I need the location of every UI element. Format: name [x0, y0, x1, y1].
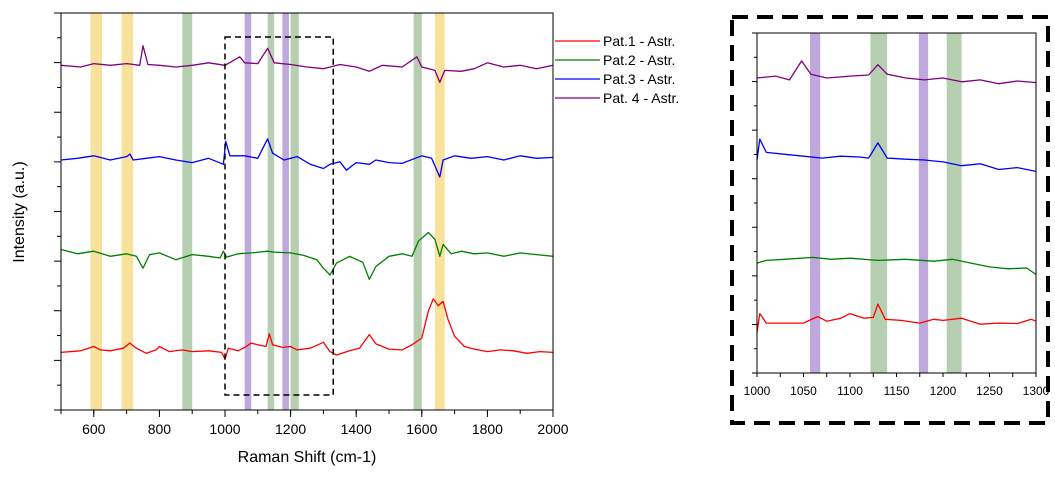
x-tick-label: 2000 — [537, 421, 568, 437]
highlight-band — [290, 13, 299, 410]
spectrum-line — [60, 231, 554, 280]
x-tick-label: 800 — [148, 421, 172, 437]
spectrum-line — [756, 138, 1037, 173]
legend: Pat.1 - Astr. Pat.2 - Astr. Pat.3 - Astr. P… — [555, 33, 679, 106]
legend-label: Pat.1 - Astr. — [603, 33, 675, 49]
highlight-band — [870, 33, 888, 373]
inset-x-tick-label: 1200 — [930, 384, 957, 398]
highlight-band — [90, 13, 102, 410]
legend-label: Pat. 4 - Astr. — [603, 90, 679, 106]
x-tick-label: 1000 — [209, 421, 240, 437]
highlight-band — [244, 13, 252, 410]
x-tick-label: 600 — [82, 421, 106, 437]
inset-dashed-frame — [730, 15, 1050, 425]
main-highlight-bands — [90, 13, 445, 410]
spectrum-line — [756, 303, 1037, 333]
inset-plot-frame — [756, 32, 1037, 374]
highlight-band — [810, 33, 821, 373]
highlight-band — [434, 13, 445, 410]
x-tick-label: 1400 — [341, 421, 372, 437]
x-tick-label: 1600 — [406, 421, 437, 437]
legend-label: Pat.3 - Astr. — [603, 71, 675, 87]
highlight-band — [946, 33, 962, 373]
zoom-region-box — [224, 36, 334, 396]
inset-x-tick-label: 1050 — [790, 384, 817, 398]
main-x-ticks: 600 800 1000 1200 1400 1600 1800 2000 — [60, 410, 569, 437]
inset-highlight-bands — [810, 33, 962, 373]
highlight-band — [413, 13, 422, 410]
x-tick-label: 1800 — [472, 421, 503, 437]
main-spectra — [60, 45, 554, 360]
y-axis-label: Intensity (a.u.) — [11, 161, 28, 262]
legend-label: Pat.2 - Astr. — [603, 52, 675, 68]
highlight-band — [121, 13, 134, 410]
inset-x-tick-label: 1100 — [837, 384, 863, 398]
main-y-ticks — [54, 12, 61, 411]
inset-y-ticks — [752, 32, 757, 374]
spectrum-line — [60, 298, 554, 360]
highlight-band — [267, 13, 275, 410]
x-axis-label: Raman Shift (cm-1) — [238, 449, 377, 466]
spectrum-line — [60, 138, 554, 178]
x-tick-label: 1200 — [275, 421, 306, 437]
highlight-band — [282, 13, 289, 410]
inset-x-tick-label: 1000 — [744, 384, 771, 398]
highlight-band — [918, 33, 929, 373]
inset-x-tick-label: 1150 — [884, 384, 910, 398]
spectrum-line — [60, 45, 554, 83]
inset-x-tick-label: 1300 — [1023, 384, 1050, 398]
highlight-band — [182, 13, 193, 410]
inset-spectra — [756, 60, 1037, 333]
main-chart: 600 800 1000 1200 1400 1600 1800 2000 Raman Shi… — [11, 12, 569, 466]
inset-chart: 1000 1050 1100 1150 1200 1250 1300 — [744, 32, 1050, 398]
inset-x-tick-label: 1250 — [976, 384, 1003, 398]
inset-x-ticks: 1000 1050 1100 1150 1200 1250 1300 — [744, 373, 1050, 398]
spectrum-line — [756, 60, 1037, 85]
spectrum-line — [756, 256, 1037, 276]
